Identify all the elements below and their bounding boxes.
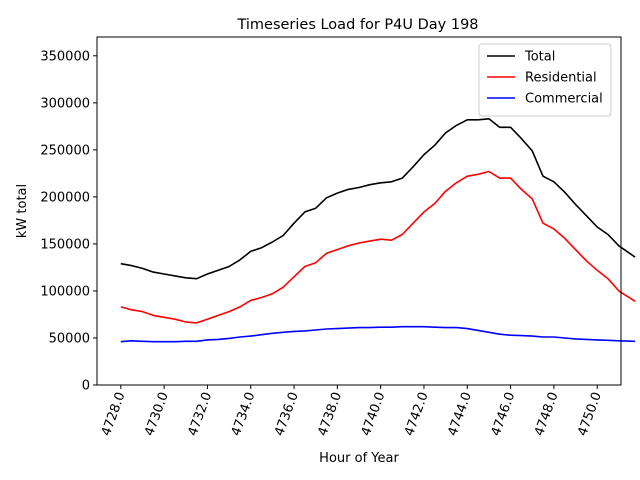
legend: Total Residential Commercial [478,43,612,117]
y-tick-label: 100000 [40,284,90,299]
series-line-residential [120,170,636,324]
series-line-commercial [120,325,636,343]
y-axis-label: kW total [15,184,30,238]
legend-label-residential: Residential [525,71,597,86]
y-tick-label: 300000 [40,96,90,111]
legend-label-commercial: Commercial [525,92,603,107]
y-tick-label: 150000 [40,237,90,252]
series-lines [120,118,636,343]
y-tick-label: 250000 [40,143,90,158]
y-tick-label: 350000 [40,49,90,64]
y-tick-label: 0 [82,379,90,394]
chart-title: Timeseries Load for P4U Day 198 [236,17,478,33]
y-axis: 0 50000 100000 150000 200000 250000 300000 3500… [40,49,97,394]
axes-frame [96,36,622,386]
legend-label-total: Total [524,50,555,65]
y-tick-label: 200000 [40,190,90,205]
series-line-total [120,118,636,280]
x-axis-label: Hour of Year [319,451,399,466]
y-tick-label: 50000 [49,331,90,346]
